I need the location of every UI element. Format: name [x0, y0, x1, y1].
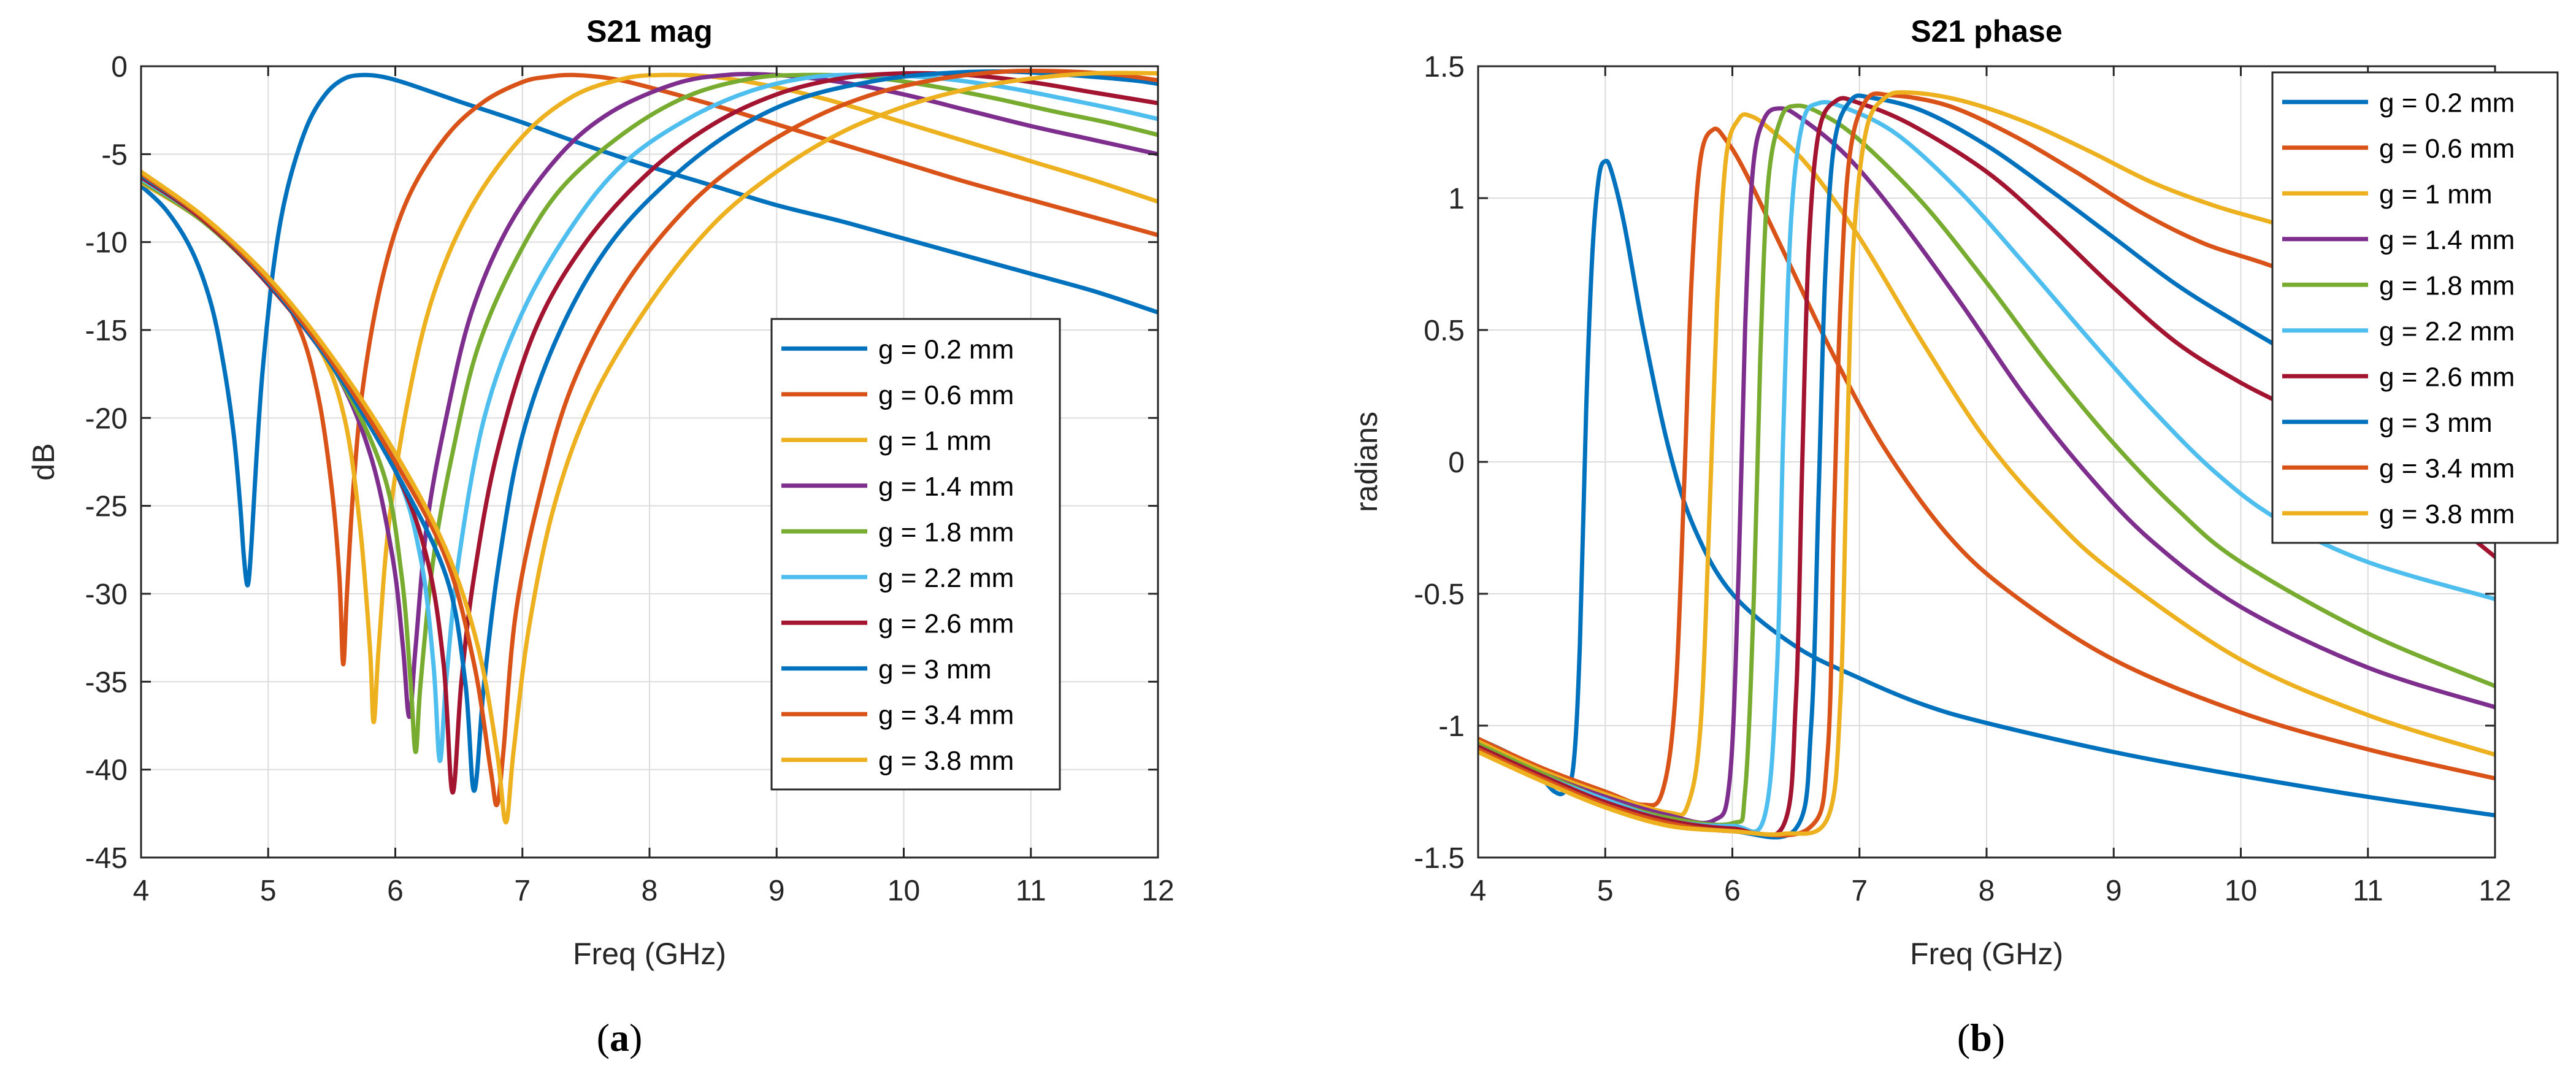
x-tick-label-b: 12: [2478, 875, 2511, 907]
tick-marks-a: [140, 65, 1159, 859]
legend-label-b-2: g = 1 mm: [2379, 179, 2493, 209]
x-tick-label-a: 9: [769, 875, 785, 907]
series-line-b-6: [1478, 96, 2495, 839]
series-line-a-9: [141, 71, 1158, 825]
legend-label-b-7: g = 3 mm: [2379, 408, 2493, 438]
legend-box-a: [770, 318, 1061, 791]
y-tick-labels-a: 0 -5 -10 -15 -20 -25 -30 -35 -40 -45: [85, 51, 128, 875]
x-tick-label-a: 10: [887, 875, 920, 907]
x-tick-label-b: 10: [2225, 875, 2257, 907]
legend-b: g = 0.2 mm g = 0.6 mm g = 1 mm g = 1.4 mm g …: [2271, 71, 2559, 544]
y-tick-label-a: -35: [85, 666, 128, 699]
x-tick-label-b: 11: [2353, 875, 2383, 907]
legend-label-a-8: g = 3.4 mm: [878, 700, 1014, 730]
y-tick-label-a: -5: [101, 139, 128, 171]
legend-label-a-3: g = 1.4 mm: [878, 472, 1014, 502]
series-line-b-1: [1478, 126, 2495, 808]
x-tick-label-b: 6: [1724, 875, 1741, 907]
x-tick-label-b: 7: [1851, 875, 1868, 907]
legend-label-a-1: g = 0.6 mm: [878, 380, 1014, 410]
y-axis-label-b: radians: [1349, 412, 1384, 512]
series-line-a-2: [141, 72, 1158, 724]
legend-label-b-5: g = 2.2 mm: [2379, 317, 2515, 347]
series-line-a-8: [141, 68, 1158, 808]
y-tick-label-a: -20: [85, 402, 128, 435]
x-tick-label-a: 12: [1141, 875, 1174, 907]
y-tick-label-b: -1: [1438, 710, 1465, 743]
legend-box-b: [2271, 71, 2559, 544]
legend-label-b-8: g = 3.4 mm: [2379, 453, 2515, 483]
x-tick-label-a: 6: [387, 875, 404, 907]
legend-label-b-4: g = 1.8 mm: [2379, 271, 2515, 301]
legend-label-b-1: g = 0.6 mm: [2379, 134, 2515, 164]
series-line-b-0: [1478, 158, 2495, 818]
chart-title-a: S21 mag: [586, 14, 713, 48]
y-tick-label-a: -25: [85, 491, 128, 523]
legend-label-a-7: g = 3 mm: [878, 654, 992, 685]
series-line-a-0: [141, 72, 1158, 588]
x-tick-label-b: 8: [1979, 875, 1995, 907]
x-tick-label-a: 7: [514, 875, 531, 907]
legend-label-a-0: g = 0.2 mm: [878, 334, 1014, 364]
legend-label-a-4: g = 1.8 mm: [878, 517, 1014, 547]
series-line-a-3: [141, 72, 1158, 720]
legend-label-a-5: g = 2.2 mm: [878, 563, 1014, 593]
series-line-b-2: [1478, 112, 2495, 817]
caption-a-letter: a: [610, 1016, 629, 1059]
y-tick-labels-b: 1.5 1 0.5 0 -0.5 -1 -1.5: [1414, 51, 1465, 875]
chart-a: 4 5 6 7 8 9 10 11 12 0 -5 -10 -15 -20 -25 -30 -35 -40 -45…: [26, 14, 1175, 971]
y-tick-label-a: -10: [85, 227, 128, 259]
x-axis-label-a: Freq (GHz): [573, 937, 726, 971]
legend-label-b-0: g = 0.2 mm: [2379, 88, 2515, 118]
y-tick-label-b: 0: [1448, 447, 1465, 479]
y-tick-label-a: -40: [85, 754, 128, 787]
y-tick-label-a: -15: [85, 315, 128, 347]
legend-label-b-6: g = 2.6 mm: [2379, 362, 2515, 392]
legend-label-a-6: g = 2.6 mm: [878, 608, 1014, 639]
legend-label-b-3: g = 1.4 mm: [2379, 225, 2515, 255]
legend-label-a-9: g = 3.8 mm: [878, 746, 1014, 776]
y-tick-label-a: -30: [85, 578, 128, 611]
legend-a: g = 0.2 mm g = 0.6 mm g = 1 mm g = 1.4 mm g …: [770, 318, 1061, 791]
y-tick-label-b: 1: [1448, 183, 1465, 215]
y-tick-label-b: -0.5: [1414, 578, 1465, 611]
legend-label-a-2: g = 1 mm: [878, 426, 992, 456]
series-line-a-1: [141, 72, 1158, 667]
x-tick-label-b: 9: [2106, 875, 2122, 907]
series-line-b-3: [1478, 106, 2495, 825]
x-tick-label-b: 5: [1597, 875, 1614, 907]
caption-a: (a): [596, 1016, 643, 1059]
x-tick-label-a: 4: [133, 875, 150, 907]
chart-b: 4 5 6 7 8 9 10 11 12 1.5 1 0.5 0 -0.5 -1 -1.5 S21 phas…: [1349, 14, 2559, 971]
y-tick-label-b: 1.5: [1424, 51, 1465, 83]
caption-b-letter: b: [1970, 1016, 1992, 1059]
series-line-a-7: [141, 69, 1158, 793]
x-tick-labels-a: 4 5 6 7 8 9 10 11 12: [133, 875, 1175, 907]
y-tick-label-b: 0.5: [1424, 315, 1465, 347]
y-tick-label-a: 0: [111, 51, 128, 83]
legend-label-b-9: g = 3.8 mm: [2379, 499, 2515, 529]
y-tick-label-b: -1.5: [1414, 842, 1465, 875]
chart-title-b: S21 phase: [1911, 14, 2062, 48]
x-tick-label-a: 8: [642, 875, 658, 907]
caption-b: (b): [1957, 1016, 2006, 1059]
x-tick-label-b: 4: [1470, 875, 1487, 907]
x-tick-label-a: 11: [1016, 875, 1046, 907]
x-axis-label-b: Freq (GHz): [1910, 937, 2063, 971]
x-tick-labels-b: 4 5 6 7 8 9 10 11 12: [1470, 875, 2512, 907]
y-axis-label-a: dB: [26, 443, 61, 480]
y-tick-label-a: -45: [85, 842, 128, 875]
x-tick-label-a: 5: [260, 875, 277, 907]
